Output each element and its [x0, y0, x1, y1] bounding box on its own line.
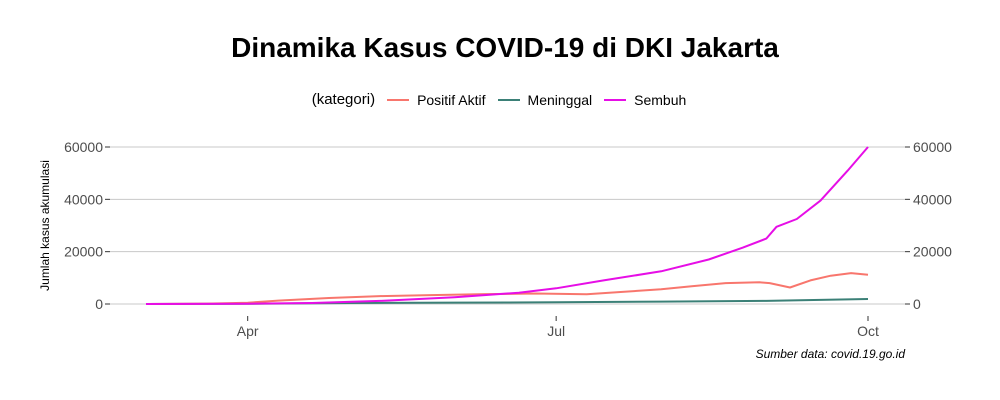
legend-swatch-meninggal	[497, 98, 520, 101]
legend: (kategori) Positif Aktif Meninggal Sembu…	[0, 91, 1000, 108]
legend-item-positif-aktif: Positif Aktif	[387, 91, 486, 108]
y-tick-label-right-1: 20000	[913, 244, 952, 260]
x-tick-label-0: Apr	[237, 323, 259, 339]
series-line-sembuh	[145, 146, 869, 305]
chart-title: Dinamika Kasus COVID-19 di DKI Jakarta	[231, 32, 779, 63]
x-tick-label-2: Oct	[857, 323, 879, 339]
legend-label-positif-aktif: Positif Aktif	[417, 91, 486, 108]
legend-item-meninggal: Meninggal	[497, 91, 593, 108]
legend-label-sembuh: Sembuh	[634, 91, 687, 108]
x-tick-label-1: Jul	[547, 323, 565, 339]
caption: Sumber data: covid.19.go.id	[755, 347, 905, 361]
y-tick-label-right-3: 60000	[913, 139, 952, 155]
y-tick-label-left-2: 40000	[64, 191, 103, 207]
series-line-positif-aktif	[145, 272, 869, 305]
y-tick-label-left-3: 60000	[64, 139, 103, 155]
y-tick-label-left-1: 20000	[64, 244, 103, 260]
legend-swatch-sembuh	[604, 98, 627, 101]
legend-item-sembuh: Sembuh	[604, 92, 686, 108]
y-tick-label-right-0: 0	[913, 296, 921, 312]
legend-label-meninggal: Meninggal	[527, 91, 593, 108]
y-axis-title: Jumlah kasus akumulasi	[38, 160, 52, 291]
y-tick-label-right-2: 40000	[913, 191, 952, 207]
legend-swatch-positif-aktif	[387, 98, 410, 101]
legend-title: (kategori)	[311, 91, 376, 108]
y-tick-label-left-0: 0	[95, 296, 103, 312]
